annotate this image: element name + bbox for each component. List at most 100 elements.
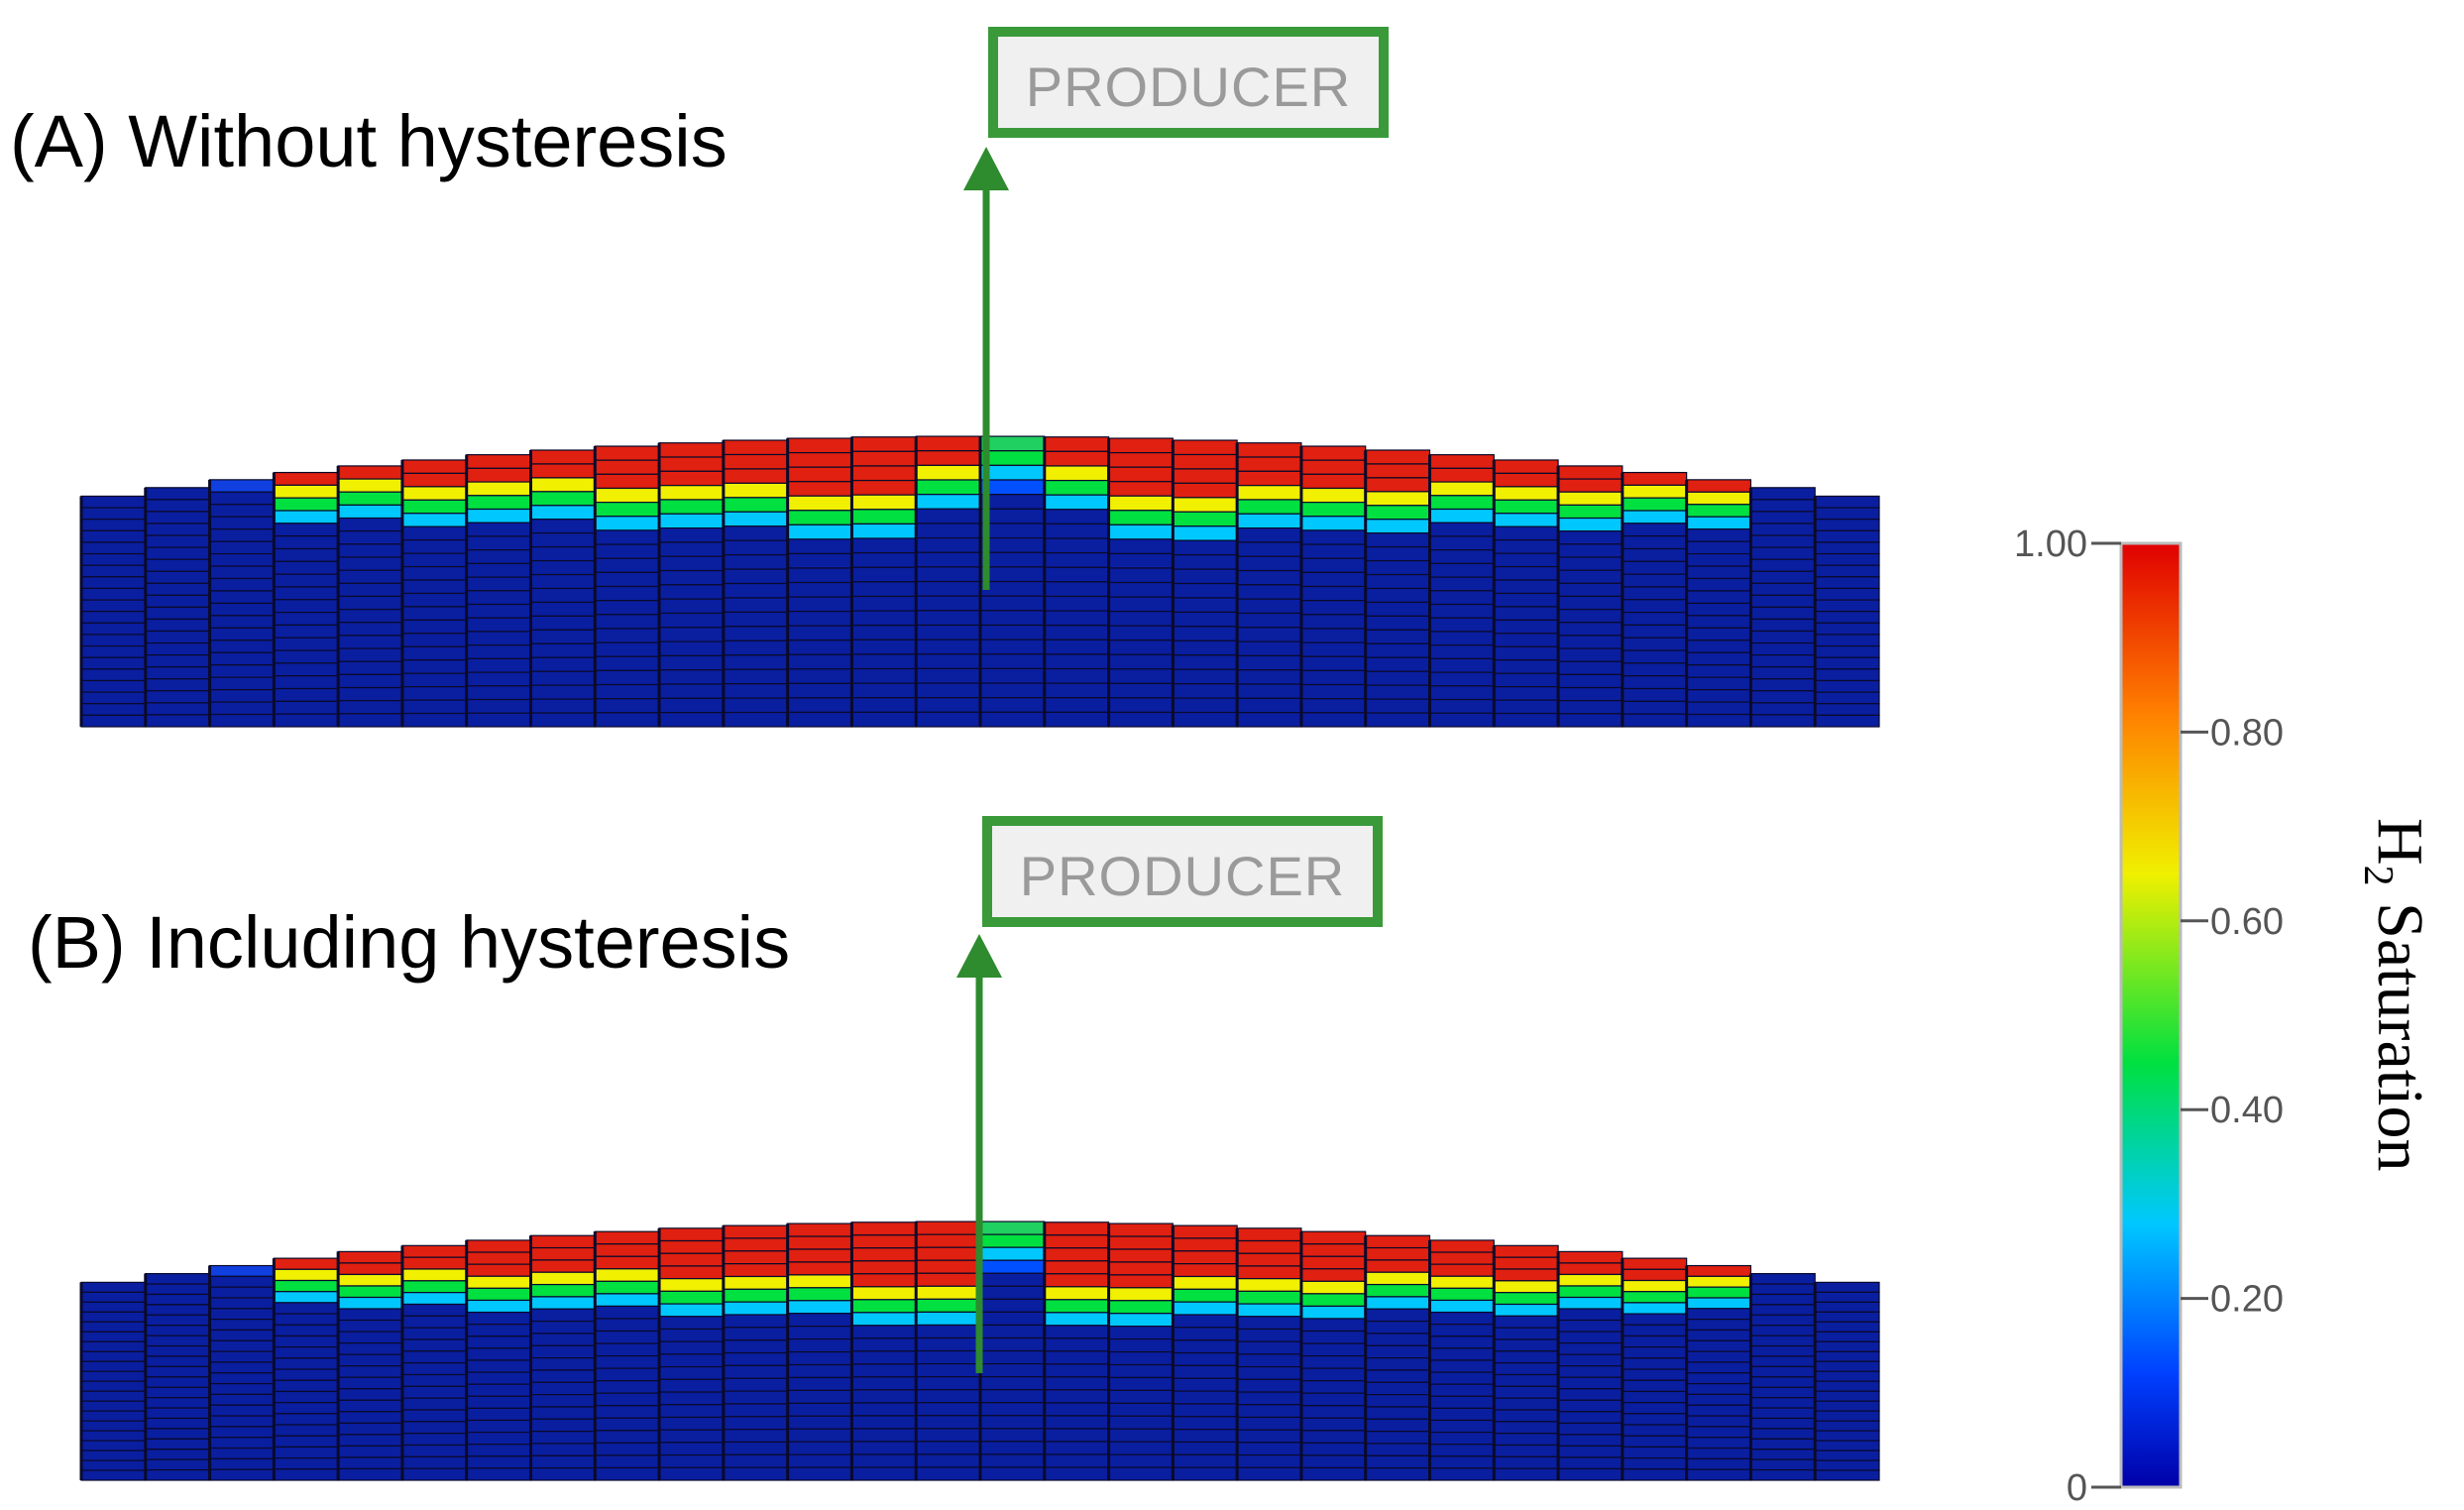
grid-cell [1172, 1263, 1238, 1278]
grid-cell [80, 1469, 147, 1481]
grid-cell [273, 1291, 339, 1304]
grid-cell [850, 1466, 917, 1481]
grid-cell [723, 1351, 789, 1367]
grid-cell [145, 606, 211, 621]
grid-cell [1557, 660, 1624, 675]
grid-cell [1107, 1466, 1174, 1481]
grid-cell [658, 683, 725, 699]
grid-cell [594, 614, 660, 630]
grid-cell [658, 1340, 725, 1355]
grid-cell [337, 1250, 403, 1264]
grid-cell [1493, 1433, 1559, 1447]
grid-cell [80, 1350, 147, 1362]
grid-cell [1622, 1302, 1688, 1315]
grid-cell [1428, 1359, 1495, 1373]
grid-cell [850, 552, 917, 568]
grid-cell [1749, 666, 1816, 680]
grid-cell [529, 1394, 596, 1408]
grid-cell [1172, 511, 1238, 527]
grid-cell [1557, 517, 1624, 532]
grid-cell [145, 558, 211, 572]
grid-cell [1044, 1376, 1110, 1391]
grid-cell [1172, 1441, 1238, 1455]
grid-cell [1172, 525, 1238, 541]
grid-cell [1428, 1431, 1495, 1446]
grid-cell [1365, 573, 1431, 590]
grid-cell [145, 630, 211, 644]
grid-cell [80, 634, 147, 647]
grid-cell [1300, 1230, 1367, 1245]
grid-cell [337, 1342, 403, 1355]
grid-cell [80, 541, 147, 555]
grid-cell [594, 600, 660, 616]
grid-cell [1622, 713, 1688, 728]
grid-cell [337, 660, 403, 675]
grid-cell [787, 538, 853, 555]
grid-cell [1300, 683, 1367, 700]
grid-cell [529, 560, 596, 576]
grid-cell [723, 468, 789, 485]
grid-cell [1428, 535, 1495, 551]
grid-cell [337, 1399, 403, 1413]
grid-cell [850, 1299, 917, 1314]
grid-cell [1236, 1252, 1302, 1267]
grid-cell [1365, 532, 1431, 548]
grid-cell [208, 1297, 275, 1310]
grid-cell [1686, 1437, 1752, 1450]
grid-cell [723, 697, 789, 714]
grid-cell [1044, 566, 1110, 583]
grid-cell [1044, 1402, 1110, 1417]
grid-cell [1428, 657, 1495, 673]
grid-cell [1814, 1340, 1880, 1352]
grid-cell [1686, 1319, 1752, 1332]
grid-cell [723, 597, 789, 614]
grid-cell [1044, 1337, 1110, 1352]
grid-cell [1493, 525, 1559, 541]
grid-cell [1236, 669, 1302, 685]
grid-cell [145, 666, 211, 680]
grid-cell [787, 611, 853, 627]
grid-cell [979, 1233, 1046, 1248]
grid-cell [1493, 1338, 1559, 1352]
grid-cell [915, 1349, 981, 1365]
grid-cell [1172, 539, 1238, 556]
grid-cell [1686, 479, 1752, 493]
grid-cell [1814, 703, 1880, 716]
grid-cell [1814, 1420, 1880, 1432]
grid-cell [979, 1415, 1046, 1430]
grid-cell [466, 535, 532, 551]
grid-cell [1172, 1453, 1238, 1468]
grid-cell [1428, 467, 1495, 483]
grid-cell [658, 612, 725, 629]
grid-cell [1107, 437, 1174, 454]
grid-cell [466, 1239, 532, 1253]
grid-cell [337, 1331, 403, 1344]
grid-cell [80, 1360, 147, 1372]
grid-cell [401, 525, 468, 541]
grid-cell [1622, 471, 1688, 486]
grid-cell [1236, 1429, 1302, 1444]
grid-cell [1622, 612, 1688, 627]
grid-cell [1622, 1368, 1688, 1381]
grid-cell [658, 541, 725, 557]
grid-cell [208, 1426, 275, 1439]
grid-cell [466, 522, 532, 537]
grid-cell [1044, 1260, 1110, 1275]
grid-cell [145, 523, 211, 536]
grid-cell [850, 639, 917, 655]
grid-cell [208, 1339, 275, 1352]
grid-cell [1557, 1467, 1624, 1481]
grid-cell [1428, 522, 1495, 537]
grid-cell [1686, 639, 1752, 653]
grid-cell [466, 644, 532, 660]
grid-cell [1814, 1430, 1880, 1442]
grid-cell [1814, 552, 1880, 566]
grid-cell [466, 454, 532, 469]
grid-cell [658, 1252, 725, 1267]
grid-cell [1044, 1441, 1110, 1455]
grid-cell [401, 1362, 468, 1376]
grid-cell [658, 654, 725, 671]
grid-cell [1814, 1281, 1880, 1293]
grid-cell [1428, 1395, 1495, 1409]
grid-cell [529, 1369, 596, 1383]
